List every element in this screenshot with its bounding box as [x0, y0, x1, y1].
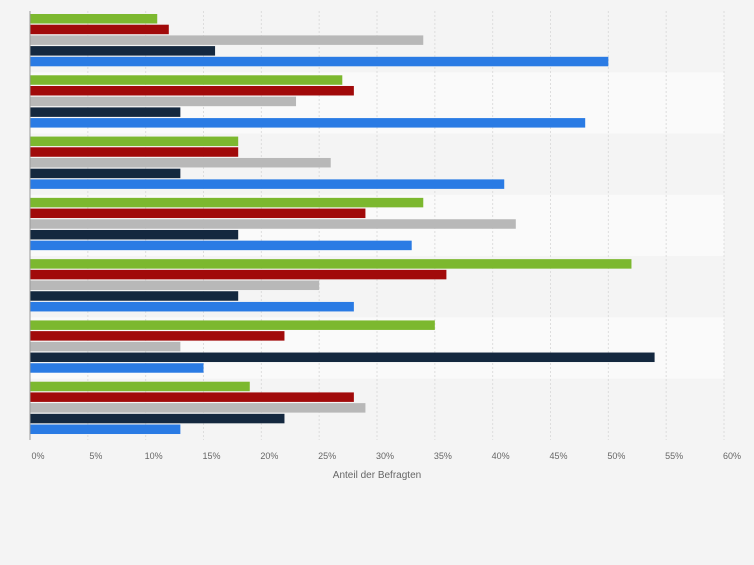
x-tick-label: 10% — [145, 451, 163, 461]
bar[interactable] — [30, 157, 331, 168]
bar[interactable] — [30, 259, 632, 269]
bar[interactable] — [30, 403, 366, 413]
x-tick-label: 25% — [318, 451, 336, 461]
bar[interactable] — [30, 352, 655, 363]
x-tick-label: 40% — [492, 451, 510, 461]
bar[interactable] — [30, 46, 216, 56]
x-tick-labels: 0% 5% 10% 15% 20% 25% 30% 35% 40% 45% 50% 55% 60% — [31, 451, 741, 461]
bar[interactable] — [30, 35, 424, 45]
x-tick-label: 15% — [202, 451, 220, 461]
x-tick-label: 5% — [89, 451, 102, 461]
x-tick-label: 35% — [434, 451, 452, 461]
bar[interactable] — [30, 75, 343, 85]
x-tick-label: 0% — [31, 451, 44, 461]
bar[interactable] — [30, 118, 586, 128]
x-axis-title: Anteil der Befragten — [333, 470, 421, 481]
bar[interactable] — [30, 136, 239, 147]
x-tick-label: 45% — [549, 451, 567, 461]
bar[interactable] — [30, 208, 366, 219]
bar[interactable] — [30, 179, 505, 189]
bar[interactable] — [30, 381, 250, 392]
bar[interactable] — [30, 168, 181, 179]
x-tick-label: 55% — [665, 451, 683, 461]
bar[interactable] — [30, 240, 412, 251]
bar[interactable] — [30, 413, 285, 424]
bar[interactable] — [30, 301, 354, 312]
bar[interactable] — [30, 85, 354, 96]
bar[interactable] — [30, 219, 516, 229]
bar[interactable] — [30, 363, 204, 373]
bar[interactable] — [30, 269, 447, 280]
bars — [30, 14, 655, 435]
bar[interactable] — [30, 229, 239, 240]
x-tick-label: 60% — [723, 451, 741, 461]
x-tick-label: 30% — [376, 451, 394, 461]
x-tick-label: 50% — [607, 451, 625, 461]
bar[interactable] — [30, 147, 239, 157]
bar[interactable] — [30, 424, 181, 435]
bar[interactable] — [30, 392, 354, 402]
bar[interactable] — [30, 197, 424, 208]
bar[interactable] — [30, 14, 158, 24]
bar[interactable] — [30, 24, 169, 35]
x-tick-label: 20% — [260, 451, 278, 461]
bar[interactable] — [30, 331, 285, 341]
bar[interactable] — [30, 280, 320, 291]
bar[interactable] — [30, 320, 435, 330]
bar[interactable] — [30, 107, 181, 117]
bar[interactable] — [30, 96, 297, 107]
bar[interactable] — [30, 56, 609, 67]
bar[interactable] — [30, 341, 181, 352]
bar[interactable] — [30, 291, 239, 301]
